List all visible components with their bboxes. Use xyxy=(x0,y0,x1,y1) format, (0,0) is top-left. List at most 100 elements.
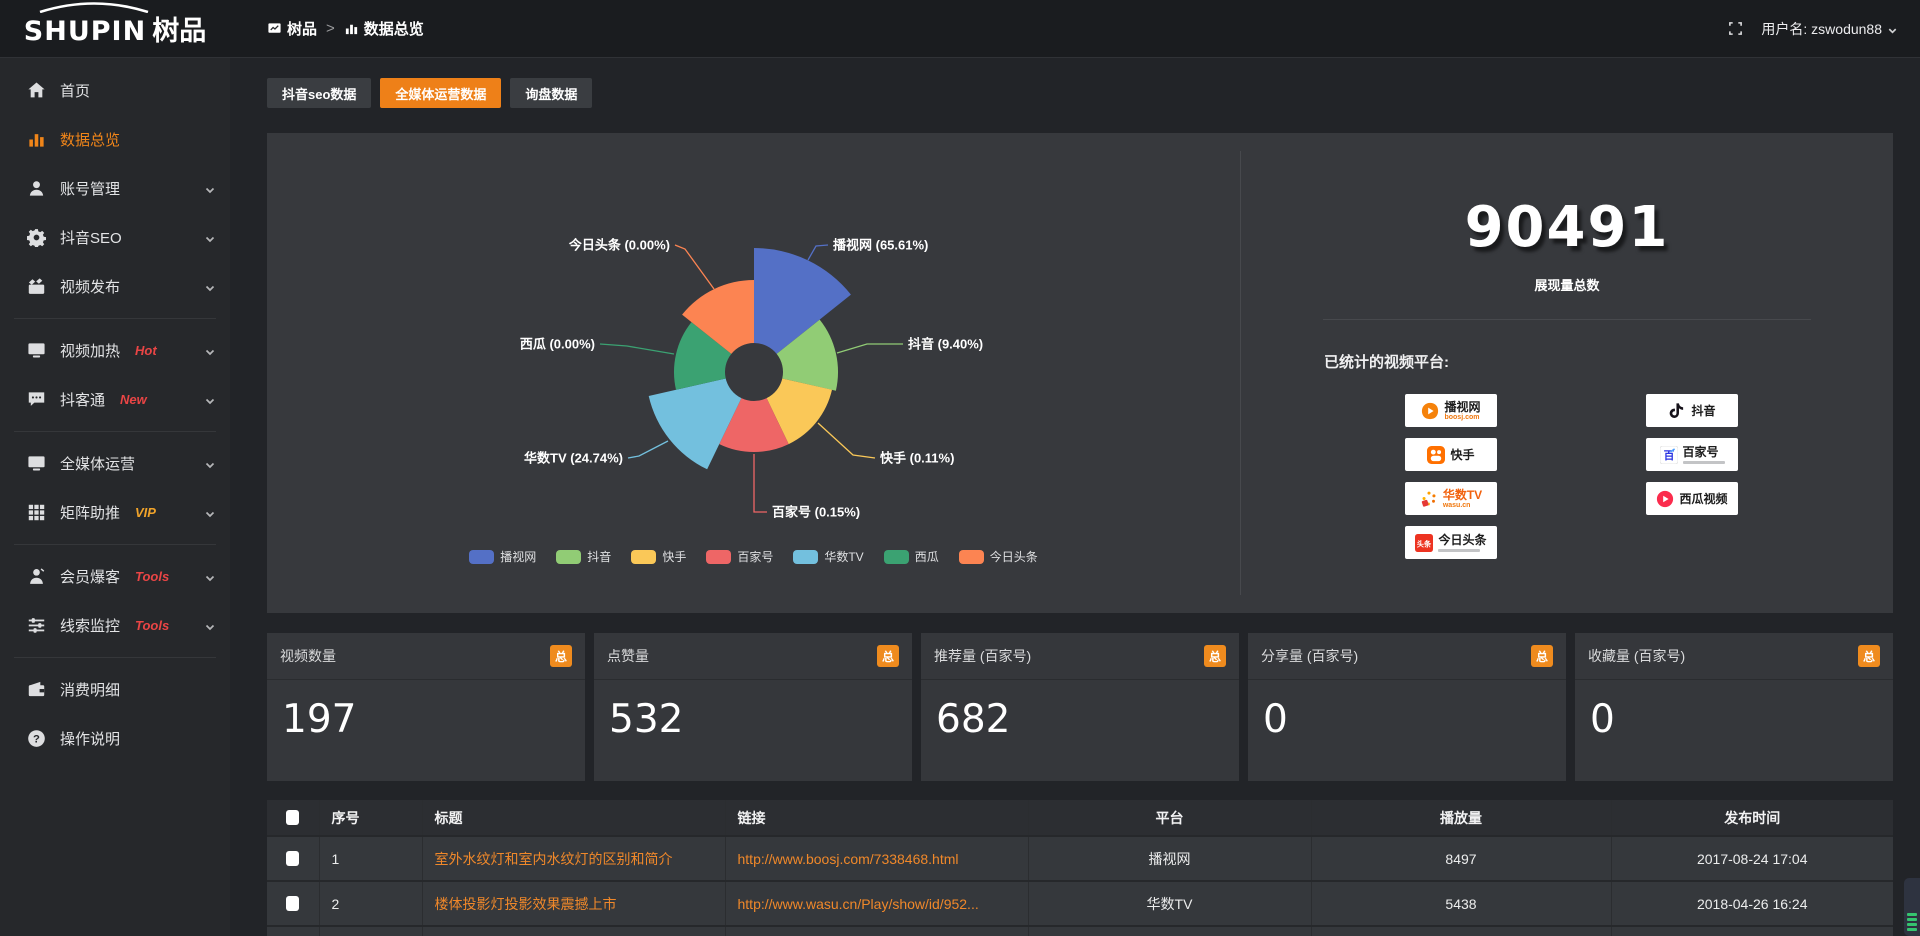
platform-card-华数TV: 华数TV wasu.cn xyxy=(1405,482,1497,515)
legend-item-快手[interactable]: 快手 xyxy=(631,548,686,565)
sidebar-item-12[interactable]: 会员爆客 Tools xyxy=(0,552,230,601)
app-logo[interactable]: SHUPIN 树品 xyxy=(0,2,230,48)
pie-slice-华数TV[interactable] xyxy=(648,378,742,470)
total-badge: 总 xyxy=(877,645,899,667)
widget-bar xyxy=(1907,918,1917,921)
platform-card-抖音: 抖音 xyxy=(1646,394,1738,427)
sidebar-item-label: 全媒体运营 xyxy=(60,456,136,473)
sidebar-item-2[interactable]: 账号管理 xyxy=(0,164,230,213)
cell-checkbox xyxy=(267,836,320,882)
pie-label: 今日头条 (0.00%) xyxy=(568,238,670,253)
sidebar-item-6[interactable]: 视频加热 Hot xyxy=(0,326,230,375)
sidebar-item-label: 抖客通 xyxy=(60,392,106,409)
pie-slice-快手[interactable] xyxy=(766,378,832,445)
bar-chart-icon xyxy=(27,130,46,149)
row-checkbox[interactable] xyxy=(286,851,300,866)
grid-icon xyxy=(27,503,46,522)
tab-2[interactable]: 询盘数据 xyxy=(510,78,593,108)
cell-empty xyxy=(1611,926,1893,936)
video-icon xyxy=(27,277,46,296)
legend-item-今日头条[interactable]: 今日头条 xyxy=(958,548,1038,565)
sidebar-item-tag: Tools xyxy=(135,618,170,633)
cell-time: 2017-08-24 17:04 xyxy=(1611,836,1893,882)
pie-slice-播视网[interactable] xyxy=(754,248,851,354)
legend-swatch xyxy=(958,549,984,564)
pie-label: 西瓜 (0.00%) xyxy=(520,337,595,352)
table-row: 2 楼体投影灯投影效果震撼上市 http://www.wasu.cn/Play/sh… xyxy=(267,881,1893,927)
platform-card-text: 华数TV wasu.cn xyxy=(1443,489,1482,509)
cell-plays: 8497 xyxy=(1311,836,1612,882)
sidebar-item-16[interactable]: ? 操作说明 xyxy=(0,714,230,763)
sidebar-item-7[interactable]: 抖客通 New xyxy=(0,375,230,424)
cell-link-link[interactable]: http://www.wasu.cn/Play/show/id/952... xyxy=(737,895,979,912)
legend-item-播视网[interactable]: 播视网 xyxy=(469,548,536,565)
cell-platform: 播视网 xyxy=(1028,836,1312,882)
stat-card-value: 0 xyxy=(1263,697,1288,742)
breadcrumb-label: 数据总览 xyxy=(363,21,424,38)
total-badge: 总 xyxy=(1531,645,1553,667)
chevron-down-icon xyxy=(204,394,216,406)
label-line xyxy=(674,244,715,290)
fullscreen-icon[interactable] xyxy=(1728,21,1743,36)
table-header-4: 播放量 xyxy=(1311,800,1612,837)
chart-legend: 播视网 抖音 快手 百家号 华数TV 西瓜 今日头条 xyxy=(267,548,1240,565)
label-line xyxy=(753,454,767,513)
legend-swatch xyxy=(631,549,657,564)
stat-card-value: 532 xyxy=(609,697,684,742)
cell-title-link[interactable]: 楼体投影灯投影效果震撼上市 xyxy=(434,895,617,912)
sidebar-item-3[interactable]: 抖音SEO xyxy=(0,213,230,262)
sidebar-item-1[interactable]: 数据总览 xyxy=(0,115,230,164)
sidebar-item-tag: Tools xyxy=(135,569,170,584)
platform-name: 抖音 xyxy=(1691,403,1716,418)
totals-panel: 90491 展现量总数 已统计的视频平台: 播视网 boosj.com 快手 华数TV… xyxy=(1241,133,1893,613)
floating-widget[interactable] xyxy=(1904,878,1920,936)
legend-label: 抖音 xyxy=(587,550,612,564)
sidebar-item-label: 线索监控 xyxy=(60,618,121,635)
total-badge: 总 xyxy=(550,645,572,667)
sidebar-item-15[interactable]: 消费明细 xyxy=(0,665,230,714)
legend-item-百家号[interactable]: 百家号 xyxy=(706,548,773,565)
platform-column-0: 播视网 boosj.com 快手 华数TV wasu.cn 头条 今日头条 xyxy=(1405,394,1497,559)
stat-cards-row: 视频数量总 197 点赞量总 532 推荐量 (百家号) 总 682 分享量 (百家号) 总 0 收… xyxy=(267,633,1893,781)
total-badge: 总 xyxy=(1858,645,1880,667)
stat-card-header: 收藏量 (百家号) 总 xyxy=(1575,633,1893,680)
table-header-2: 链接 xyxy=(725,800,1029,837)
tab-1[interactable]: 全媒体运营数据 xyxy=(380,78,502,108)
user-menu[interactable]: 用户名: zswodun88 xyxy=(1761,19,1898,39)
stat-card-title: 分享量 (百家号) xyxy=(1261,648,1359,664)
chat-icon xyxy=(27,390,46,409)
tab-0[interactable]: 抖音seo数据 xyxy=(267,78,372,108)
monitor-icon xyxy=(27,454,46,473)
legend-item-西瓜[interactable]: 西瓜 xyxy=(883,548,939,565)
row-checkbox[interactable] xyxy=(286,896,300,911)
logo-text-en: SHUPIN xyxy=(23,16,147,47)
sidebar-item-tag: VIP xyxy=(135,505,156,520)
platform-tagline xyxy=(1438,548,1481,552)
cell-title-link[interactable]: 室外水纹灯和室内水纹灯的区别和简介 xyxy=(434,850,673,867)
pie-slice-百家号[interactable] xyxy=(719,398,789,452)
sidebar-item-9[interactable]: 全媒体运营 xyxy=(0,439,230,488)
pie-slice-抖音[interactable] xyxy=(776,319,838,391)
cell-empty xyxy=(725,926,1029,936)
pie-slice-今日头条[interactable] xyxy=(682,280,754,354)
sidebar-item-0[interactable]: 首页 xyxy=(0,66,230,115)
sidebar-item-10[interactable]: 矩阵助推 VIP xyxy=(0,488,230,537)
cell-seq: 1 xyxy=(319,836,423,882)
breadcrumb-item-root[interactable]: 树品 xyxy=(267,18,317,39)
cell-link-link[interactable]: http://www.boosj.com/7338468.html xyxy=(737,850,959,867)
select-all-checkbox[interactable] xyxy=(286,810,300,825)
monitor-icon xyxy=(27,341,46,360)
legend-item-华数TV[interactable]: 华数TV xyxy=(793,548,864,565)
sidebar-item-13[interactable]: 线索监控 Tools xyxy=(0,601,230,650)
sidebar-item-4[interactable]: 视频发布 xyxy=(0,262,230,311)
platform-card-text: 播视网 boosj.com xyxy=(1444,401,1480,421)
main-content: 抖音seo数据 全媒体运营数据 询盘数据 播视网 (65.61%) 抖音 (9.40%… xyxy=(230,58,1920,936)
legend-item-抖音[interactable]: 抖音 xyxy=(556,548,611,565)
pie-slice-西瓜[interactable] xyxy=(674,322,732,390)
videos-table: 序号 标题 链接 平台 播放量 发布时间 1 室外水纹灯和室内水纹灯的区别和简介 http:/… xyxy=(267,800,1893,936)
breadcrumb-item-current[interactable]: 数据总览 xyxy=(344,18,424,39)
sidebar-item-label: 视频发布 xyxy=(60,279,121,296)
douyin-note-icon xyxy=(1668,402,1686,420)
user-icon xyxy=(27,179,46,198)
widget-bar xyxy=(1907,913,1917,916)
